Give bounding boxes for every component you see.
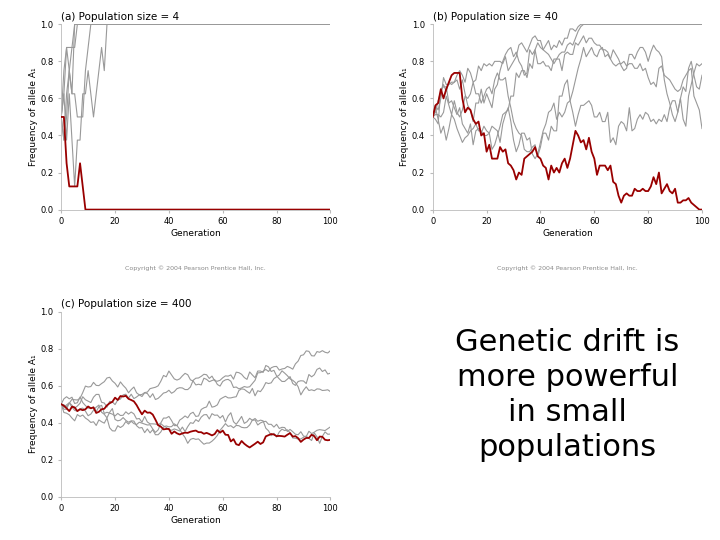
X-axis label: Generation: Generation: [171, 229, 221, 238]
Y-axis label: Frequency of allele A₁: Frequency of allele A₁: [29, 355, 37, 454]
Text: (c) Population size = 400: (c) Population size = 400: [61, 299, 192, 309]
Y-axis label: Frequency of allele A₁: Frequency of allele A₁: [29, 68, 37, 166]
X-axis label: Generation: Generation: [171, 516, 221, 525]
Text: (a) Population size = 4: (a) Population size = 4: [61, 12, 179, 22]
Text: Copyright © 2004 Pearson Prentice Hall, Inc.: Copyright © 2004 Pearson Prentice Hall, …: [125, 265, 266, 271]
X-axis label: Generation: Generation: [542, 229, 593, 238]
Text: Copyright © 2004 Pearson Prentice Hall, Inc.: Copyright © 2004 Pearson Prentice Hall, …: [497, 265, 638, 271]
Y-axis label: Frequency of allele A₁: Frequency of allele A₁: [400, 68, 409, 166]
Text: Genetic drift is
more powerful
in small
populations: Genetic drift is more powerful in small …: [455, 328, 680, 462]
Text: (b) Population size = 40: (b) Population size = 40: [433, 12, 557, 22]
